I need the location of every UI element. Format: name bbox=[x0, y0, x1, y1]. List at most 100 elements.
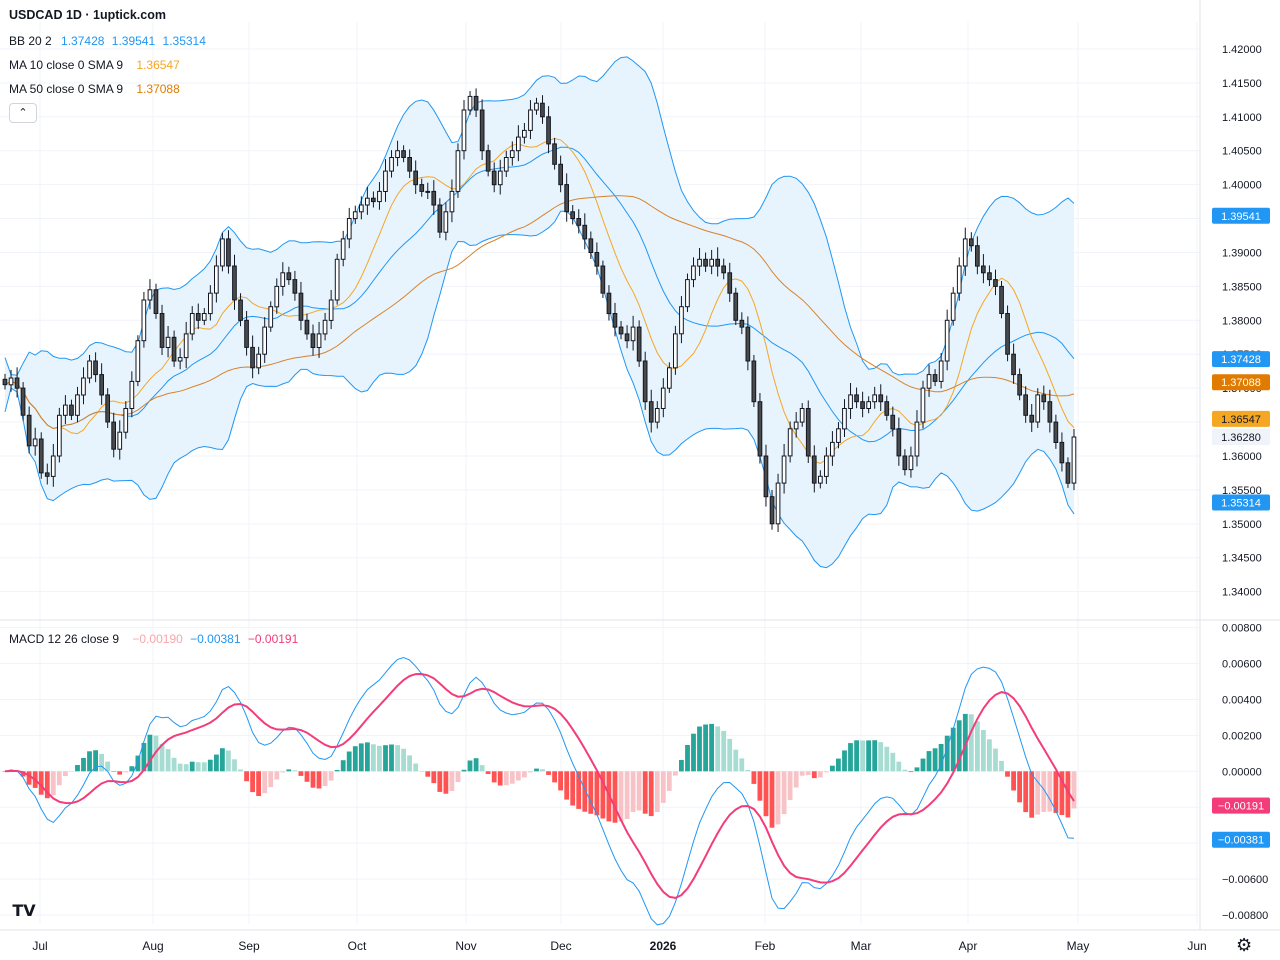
candle-body bbox=[359, 204, 364, 213]
macd-histogram-bar bbox=[642, 771, 648, 814]
candle-body bbox=[787, 428, 793, 457]
candle-body bbox=[679, 306, 684, 335]
macd-histogram-bar bbox=[781, 771, 787, 815]
macd-histogram-bar bbox=[262, 771, 268, 794]
macd-histogram-bar bbox=[38, 771, 44, 795]
bollinger-lower-line bbox=[4, 210, 1075, 569]
candle-body bbox=[244, 319, 249, 348]
macd-histogram-bar bbox=[111, 771, 117, 772]
gear-icon[interactable]: ⚙ bbox=[1236, 935, 1253, 955]
macd-histogram-bar bbox=[195, 762, 201, 772]
macd-histogram-bar bbox=[932, 748, 938, 772]
candle-body bbox=[105, 394, 111, 423]
macd-histogram-bar bbox=[703, 724, 708, 772]
price-tag-bg bbox=[1212, 494, 1270, 511]
candle-body bbox=[528, 109, 533, 131]
candle-body bbox=[540, 102, 545, 118]
candle-body bbox=[836, 428, 841, 443]
candle-body bbox=[594, 252, 600, 267]
macd-histogram-bar bbox=[534, 768, 539, 772]
macd-histogram-bar bbox=[576, 771, 582, 809]
macd-histogram-bar bbox=[733, 749, 739, 772]
candle-body bbox=[715, 258, 720, 267]
macd-histogram-bar bbox=[757, 771, 763, 801]
candle-body bbox=[697, 258, 702, 267]
ma10-line bbox=[4, 137, 1075, 464]
macd-histogram-bar bbox=[220, 748, 225, 772]
candle-body bbox=[183, 333, 189, 359]
price-tick-label: 1.36000 bbox=[1222, 451, 1262, 463]
candle-body bbox=[479, 109, 485, 152]
macd-histogram-bar bbox=[159, 743, 165, 772]
time-axis-label: Nov bbox=[455, 939, 476, 953]
candle-body bbox=[564, 184, 569, 213]
macd-histogram-bar bbox=[697, 726, 702, 772]
candle-body bbox=[425, 190, 431, 193]
macd-histogram-bar bbox=[461, 769, 467, 772]
price-tick-label: 1.34000 bbox=[1222, 587, 1262, 599]
tradingview-logo-icon[interactable]: TV bbox=[12, 901, 36, 920]
macd-histogram-bar bbox=[69, 771, 74, 772]
candle-body bbox=[87, 360, 92, 379]
macd-histogram-bar bbox=[177, 763, 183, 772]
candle-body bbox=[703, 258, 708, 267]
candle-body bbox=[1029, 414, 1035, 423]
macd-histogram-bar bbox=[141, 742, 147, 772]
legend-macd[interactable]: MACD 12 26 close 9 −0.00190 −0.00381 −0.… bbox=[9, 632, 298, 646]
macd-histogram-bar bbox=[165, 749, 171, 772]
candle-body bbox=[636, 326, 642, 362]
macd-histogram-bar bbox=[1017, 771, 1022, 803]
macd-histogram-bar bbox=[956, 720, 962, 772]
macd-histogram-bar bbox=[570, 771, 576, 806]
macd-histogram-bar bbox=[515, 771, 521, 781]
ma50-line bbox=[4, 195, 1075, 430]
candle-body bbox=[884, 401, 890, 416]
macd-histogram-bar bbox=[292, 770, 298, 772]
price-tag: 1.39541 bbox=[1221, 211, 1261, 223]
legend-ma10[interactable]: MA 10 close 0 SMA 9 1.36547 bbox=[9, 58, 180, 72]
candle-body bbox=[805, 408, 811, 457]
legend-collapse-button[interactable]: ⌃ bbox=[9, 103, 37, 123]
candle-body bbox=[165, 336, 171, 348]
candle-body bbox=[582, 224, 588, 240]
candle-body bbox=[401, 150, 406, 158]
macd-histogram-bar bbox=[962, 713, 968, 772]
legend-bb[interactable]: BB 20 2 1.37428 1.39541 1.35314 bbox=[9, 34, 206, 48]
candle-body bbox=[751, 360, 757, 403]
candle-body bbox=[842, 408, 847, 430]
price-tick-label: 1.40000 bbox=[1222, 180, 1262, 192]
price-tick-label: 1.38500 bbox=[1222, 281, 1262, 293]
macd-histogram-bar bbox=[87, 751, 92, 772]
candle-body bbox=[516, 136, 521, 152]
macd-histogram-bar bbox=[214, 754, 219, 772]
macd-histogram-bar bbox=[183, 764, 189, 772]
macd-tag-bg bbox=[1212, 831, 1270, 848]
time-axis-label: Jun bbox=[1187, 939, 1206, 953]
macd-tick-label: 0.00800 bbox=[1222, 623, 1262, 635]
candle-body bbox=[781, 455, 787, 484]
macd-histogram-bar bbox=[975, 721, 980, 772]
candle-body bbox=[908, 455, 914, 471]
legend-ma50[interactable]: MA 50 close 0 SMA 9 1.37088 bbox=[9, 82, 180, 96]
legend-ma50-label: MA 50 close 0 SMA 9 bbox=[9, 82, 124, 96]
macd-histogram-bar bbox=[431, 771, 437, 784]
candle-body bbox=[147, 289, 153, 301]
macd-histogram-bar bbox=[546, 771, 551, 775]
candle-body bbox=[75, 394, 80, 416]
macd-histogram-bar bbox=[811, 771, 817, 779]
macd-tick-label: −0.00800 bbox=[1222, 910, 1268, 922]
candle-body bbox=[383, 170, 388, 193]
candle-body bbox=[117, 431, 123, 450]
candle-body bbox=[685, 279, 690, 308]
macd-histogram-bar bbox=[558, 771, 563, 791]
macd-histogram-bar bbox=[437, 771, 443, 792]
time-axis-label: May bbox=[1067, 939, 1090, 953]
macd-histogram-bar bbox=[171, 757, 177, 772]
candle-body bbox=[44, 472, 50, 477]
macd-histogram-bar bbox=[860, 740, 865, 772]
candle-body bbox=[322, 319, 328, 335]
candle-body bbox=[962, 238, 968, 267]
candle-body bbox=[328, 299, 334, 321]
candle-body bbox=[1071, 436, 1077, 484]
